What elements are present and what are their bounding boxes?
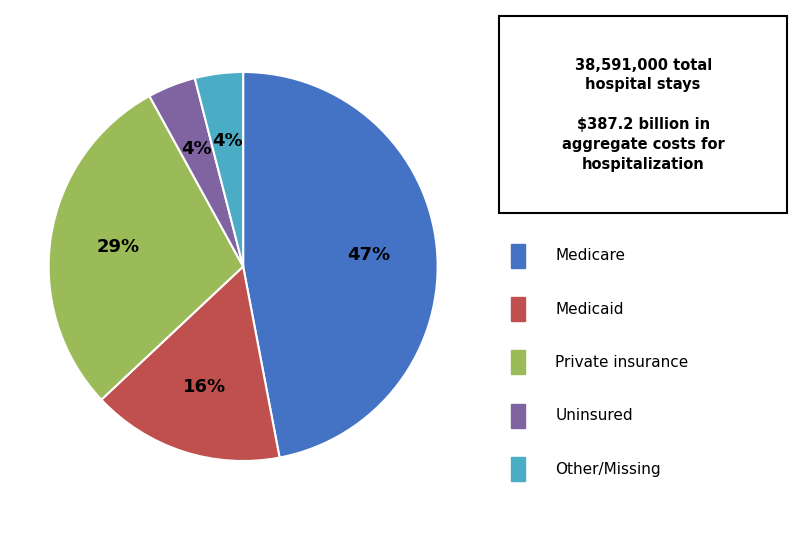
FancyBboxPatch shape bbox=[499, 16, 787, 213]
Bar bbox=[511, 351, 526, 374]
Wedge shape bbox=[194, 72, 243, 266]
Wedge shape bbox=[102, 266, 279, 461]
Bar bbox=[511, 457, 526, 481]
Wedge shape bbox=[243, 72, 438, 457]
Text: Private insurance: Private insurance bbox=[555, 355, 689, 370]
Bar bbox=[511, 404, 526, 427]
Text: 4%: 4% bbox=[182, 140, 212, 158]
Text: Medicaid: Medicaid bbox=[555, 302, 624, 317]
Bar bbox=[511, 244, 526, 268]
Text: 16%: 16% bbox=[182, 378, 226, 395]
Text: 29%: 29% bbox=[97, 238, 140, 256]
Text: 4%: 4% bbox=[212, 132, 242, 150]
Wedge shape bbox=[150, 78, 243, 266]
Text: 38,591,000 total
hospital stays

$387.2 billion in
aggregate costs for
hospitali: 38,591,000 total hospital stays $387.2 b… bbox=[562, 58, 725, 172]
Text: Uninsured: Uninsured bbox=[555, 408, 633, 423]
Bar bbox=[511, 297, 526, 321]
Text: Medicare: Medicare bbox=[555, 248, 626, 263]
Text: 47%: 47% bbox=[347, 246, 390, 264]
Wedge shape bbox=[49, 96, 243, 400]
Text: Other/Missing: Other/Missing bbox=[555, 462, 661, 477]
